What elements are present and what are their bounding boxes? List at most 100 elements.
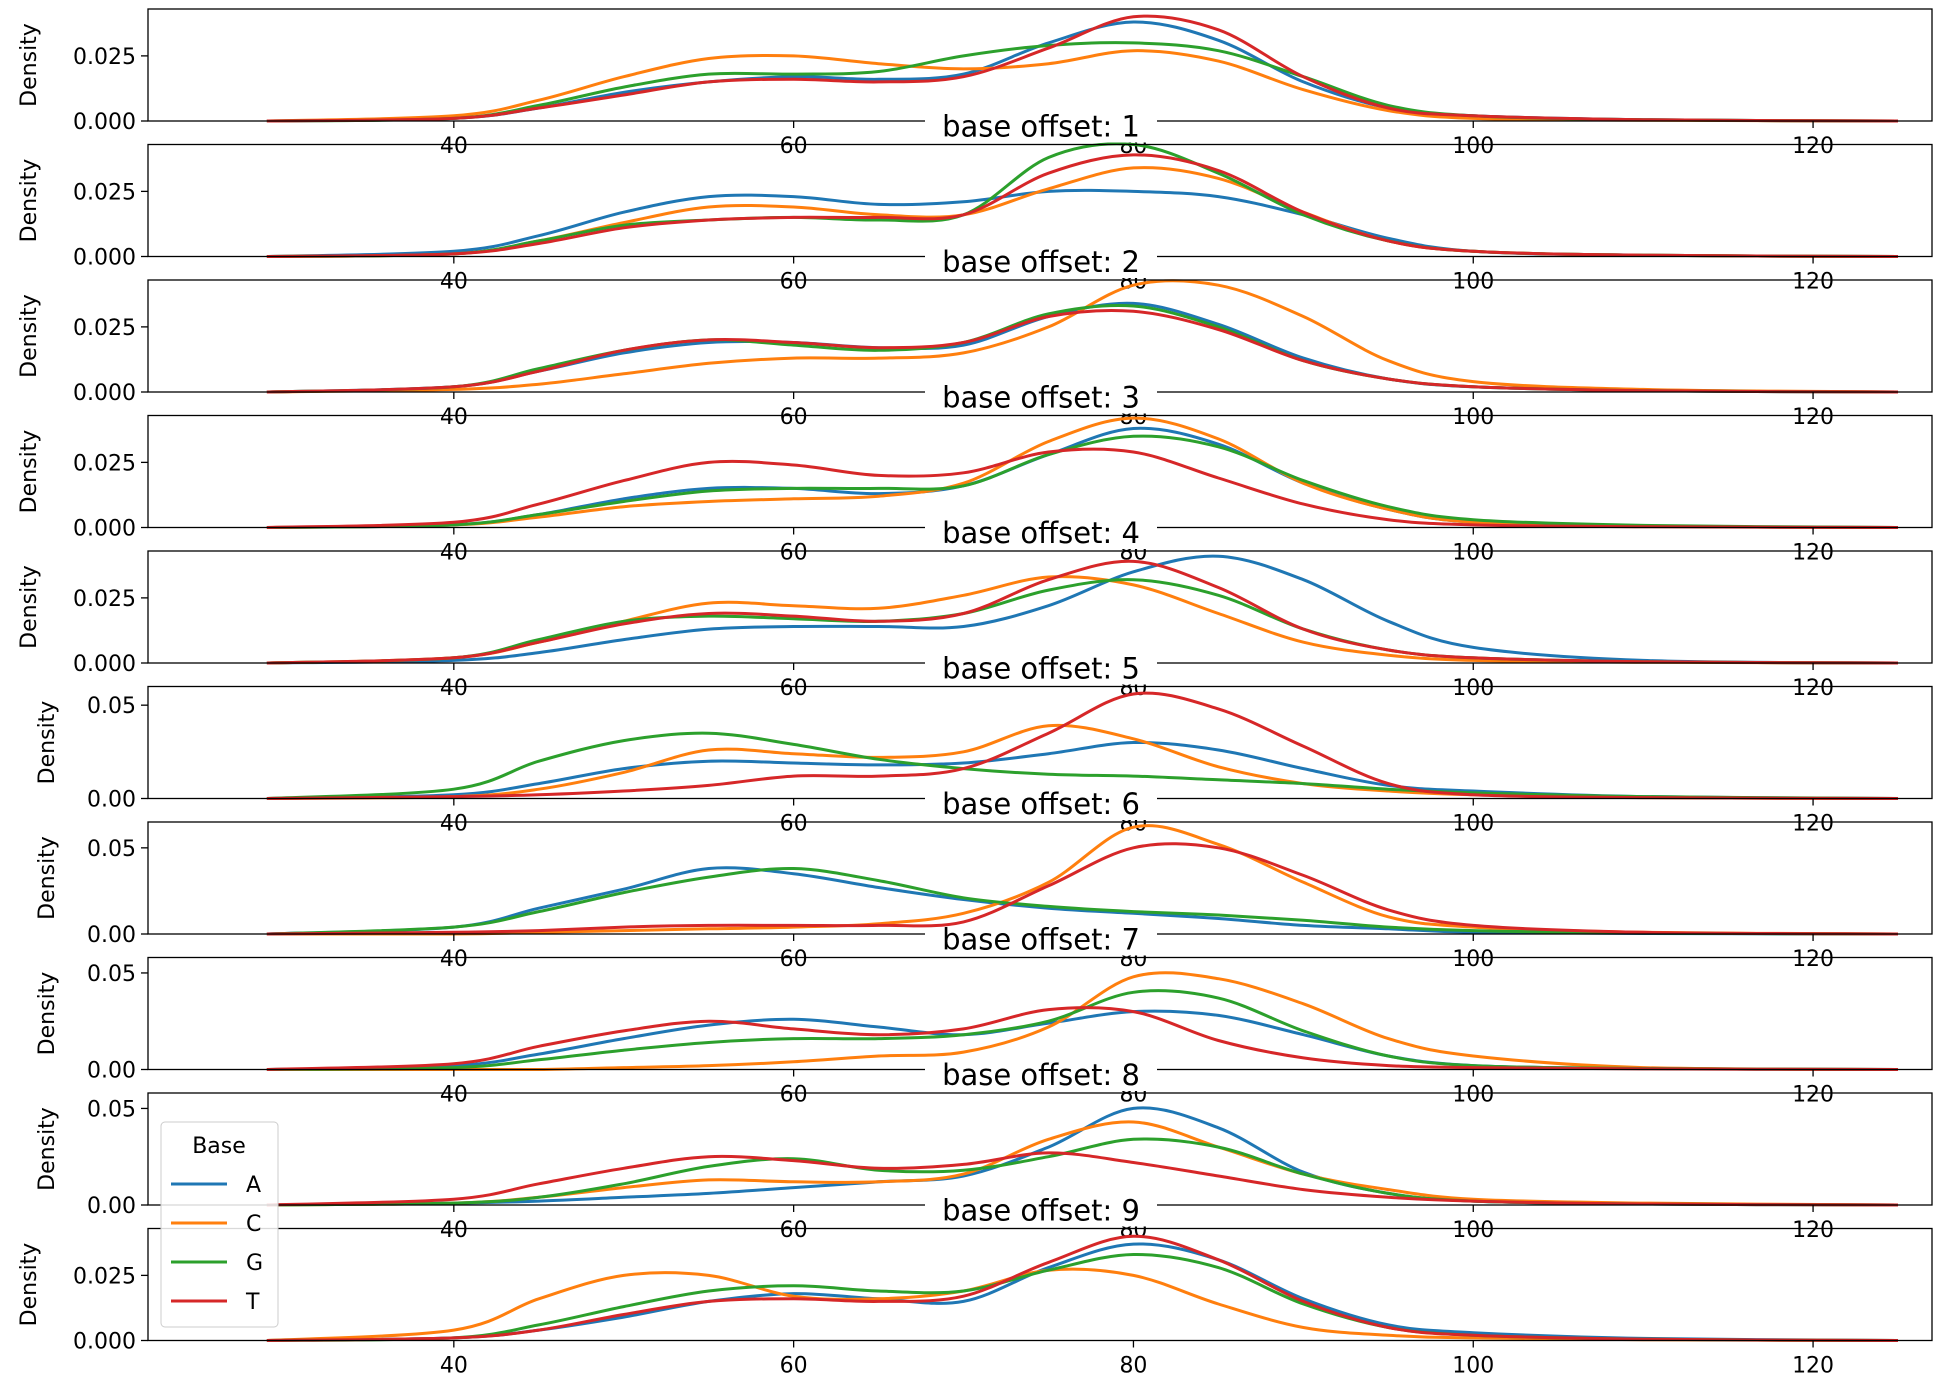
- y-tick-label: 0.025: [73, 316, 136, 341]
- x-tick-label: 100: [1452, 270, 1494, 295]
- x-tick-label: 120: [1792, 1083, 1834, 1108]
- y-tick-label: 0.025: [73, 180, 136, 205]
- y-tick-label: 0.000: [73, 246, 136, 271]
- y-tick-label: 0.025: [73, 451, 136, 476]
- y-axis-label: Density: [17, 430, 42, 514]
- x-tick-label: 120: [1792, 947, 1834, 972]
- x-tick-label: 40: [440, 270, 468, 295]
- x-tick-label: 60: [780, 134, 808, 159]
- x-tick-label: 120: [1792, 270, 1834, 295]
- series-line-t: [266, 447, 1899, 529]
- x-tick-label: 40: [440, 134, 468, 159]
- x-tick-label: 120: [1792, 541, 1834, 566]
- panel-title-backdrop: [925, 114, 1157, 143]
- y-tick-label: 0.00: [87, 1194, 136, 1219]
- series-line-a: [266, 866, 1899, 936]
- x-tick-label: 100: [1452, 1218, 1494, 1243]
- x-tick-label: 60: [780, 405, 808, 430]
- x-tick-label: 120: [1792, 676, 1834, 701]
- series-line-a: [266, 554, 1899, 665]
- panel-title: base offset: 8: [942, 1058, 1140, 1092]
- series-line-c: [266, 279, 1899, 394]
- series-line-a: [266, 740, 1899, 800]
- x-tick-label: 100: [1452, 676, 1494, 701]
- x-tick-label: 100: [1452, 541, 1494, 566]
- series-line-t: [266, 308, 1899, 394]
- y-axis-label: Density: [17, 1243, 42, 1327]
- y-tick-label: 0.000: [73, 652, 136, 677]
- y-axis-label: Density: [17, 294, 42, 378]
- x-tick-label: 100: [1452, 1354, 1494, 1379]
- series-line-g: [266, 866, 1899, 936]
- x-tick-label: 60: [780, 541, 808, 566]
- y-tick-label: 0.00: [87, 1059, 136, 1084]
- y-tick-label: 0.05: [87, 694, 136, 719]
- y-tick-label: 0.00: [87, 923, 136, 948]
- x-tick-label: 60: [780, 1083, 808, 1108]
- legend-label-c: C: [246, 1212, 261, 1237]
- y-axis-label: Density: [35, 701, 60, 785]
- y-tick-label: 0.05: [87, 1097, 136, 1122]
- series-line-t: [266, 842, 1899, 936]
- x-tick-label: 60: [780, 947, 808, 972]
- x-tick-label: 120: [1792, 405, 1834, 430]
- series-line-c: [266, 824, 1899, 936]
- panel-title-backdrop: [925, 1198, 1157, 1227]
- y-tick-label: 0.05: [87, 962, 136, 987]
- y-tick-label: 0.000: [73, 110, 136, 135]
- x-tick-label: 60: [780, 812, 808, 837]
- x-tick-label: 40: [440, 1083, 468, 1108]
- x-tick-label: 100: [1452, 1083, 1494, 1108]
- panel-title-backdrop: [925, 385, 1157, 414]
- panel-title-backdrop: [925, 521, 1157, 549]
- legend-label-g: G: [246, 1251, 263, 1276]
- x-tick-label: 120: [1792, 1218, 1834, 1243]
- x-tick-label: 100: [1452, 947, 1494, 972]
- y-tick-label: 0.025: [73, 45, 136, 70]
- series-line-t: [266, 559, 1899, 665]
- y-tick-label: 0.00: [87, 788, 136, 813]
- panel-title-backdrop: [925, 1063, 1157, 1091]
- y-tick-label: 0.000: [73, 1330, 136, 1355]
- y-tick-label: 0.025: [73, 587, 136, 612]
- x-tick-label: 120: [1792, 812, 1834, 837]
- panel-title: base offset: 9: [942, 1194, 1140, 1228]
- panel-9: 0.000 0.025 Density 40 60 80 100 120: [17, 1227, 1933, 1379]
- panel-title: base offset: 1: [942, 110, 1140, 144]
- panel-title-backdrop: [925, 927, 1157, 956]
- x-tick-label: 120: [1792, 1354, 1834, 1379]
- legend-title: Base: [192, 1134, 246, 1159]
- series-line-t: [266, 1151, 1899, 1207]
- panels-group: 0.000 0.025 Density 40 60 80 100 120 0.000 0.025 D…: [17, 8, 1933, 1379]
- y-axis-label: Density: [17, 159, 42, 243]
- series-line-g: [266, 989, 1899, 1071]
- panel-title: base offset: 6: [942, 787, 1140, 821]
- x-tick-label: 60: [780, 270, 808, 295]
- x-tick-label: 60: [780, 676, 808, 701]
- x-tick-label: 40: [440, 676, 468, 701]
- panel-title-backdrop: [925, 250, 1157, 278]
- y-tick-label: 0.000: [73, 517, 136, 542]
- y-axis-label: Density: [35, 836, 60, 920]
- x-tick-label: 60: [780, 1218, 808, 1243]
- x-tick-label: 100: [1452, 812, 1494, 837]
- panel-frame: [147, 1227, 1933, 1342]
- series-line-t: [266, 691, 1899, 800]
- y-axis-label: Density: [35, 1107, 60, 1191]
- x-tick-label: 60: [780, 1354, 808, 1379]
- panel-title-backdrop: [925, 792, 1157, 820]
- panel-title: base offset: 2: [942, 245, 1140, 279]
- x-tick-label: 40: [440, 1218, 468, 1243]
- x-tick-label: 40: [440, 541, 468, 566]
- y-axis-label: Density: [35, 972, 60, 1056]
- series-line-t: [266, 153, 1899, 258]
